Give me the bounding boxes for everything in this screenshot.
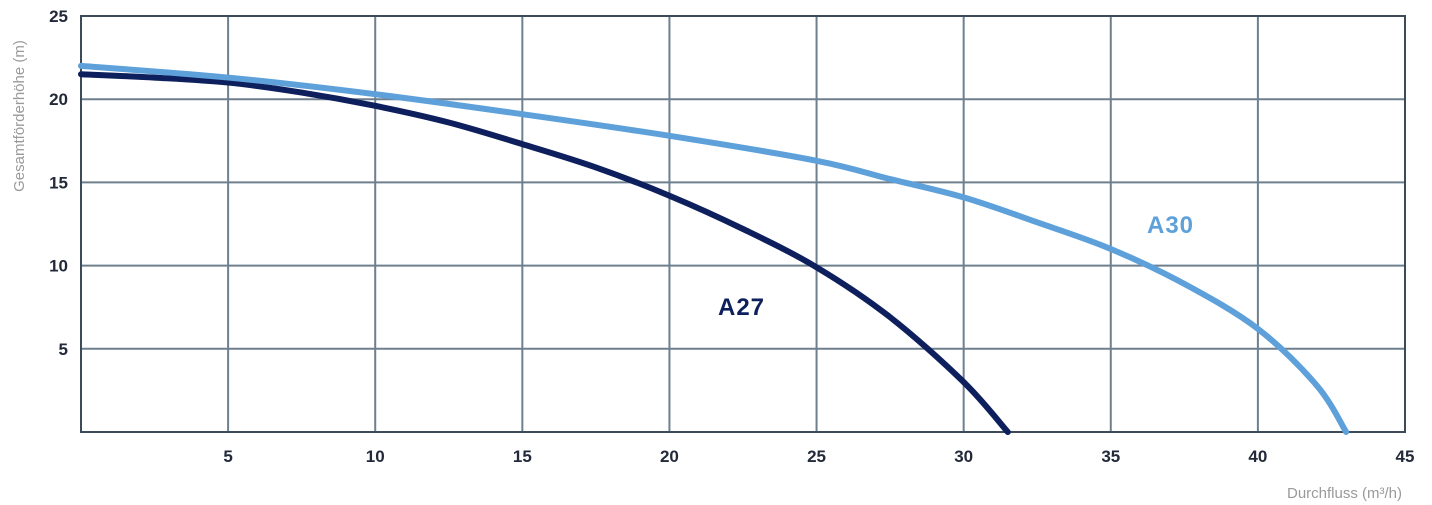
x-tick-label: 5 [223,447,232,466]
y-tick-label: 20 [49,90,68,109]
x-tick-label: 45 [1396,447,1415,466]
y-axis-title: Gesamtförderhöhe (m) [11,40,28,192]
y-tick-label: 5 [59,340,68,359]
series-line-a30 [78,62,1350,435]
series-line-a27 [78,71,1011,435]
y-tick-label: 25 [49,7,68,26]
tick-labels: 5 10 15 20 25 30 35 40 45 5 10 15 20 25 [49,7,1414,466]
grid [80,15,1406,433]
x-tick-label: 10 [366,447,385,466]
plot-frame [80,15,1406,433]
x-tick-label: 40 [1248,447,1267,466]
x-tick-label: 25 [807,447,826,466]
series-label-a27: A27 [718,294,765,321]
series-label-a30: A30 [1147,212,1194,239]
x-tick-label: 15 [513,447,532,466]
y-tick-label: 15 [49,173,68,192]
y-tick-label: 10 [49,257,68,276]
x-tick-label: 30 [954,447,973,466]
x-tick-label: 20 [660,447,679,466]
series-lines [78,62,1350,435]
x-tick-label: 35 [1101,447,1120,466]
x-axis-title: Durchfluss (m³/h) [1287,485,1402,502]
